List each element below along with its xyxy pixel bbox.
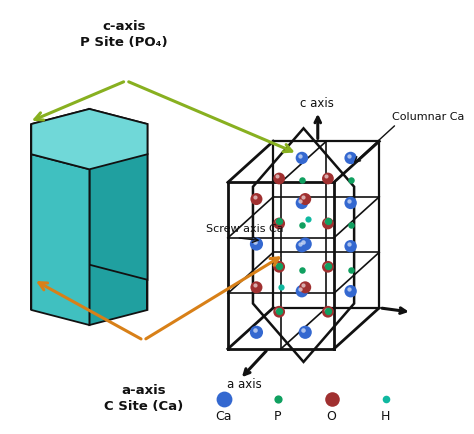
Point [253, 329, 260, 336]
Point [300, 238, 307, 245]
Text: Screw axis Ca: Screw axis Ca [206, 224, 284, 234]
Point [275, 307, 283, 314]
Point [347, 155, 355, 161]
Point [298, 176, 306, 183]
Point [273, 173, 281, 180]
Text: a-axis
C Site (Ca): a-axis C Site (Ca) [104, 384, 183, 413]
Point [324, 308, 332, 315]
Point [275, 175, 283, 182]
Point [296, 152, 304, 159]
Point [328, 395, 336, 402]
Point [275, 220, 283, 227]
Text: c-axis
P Site (PO₄): c-axis P Site (PO₄) [80, 20, 168, 49]
Point [300, 194, 307, 201]
Point [322, 261, 330, 268]
Point [347, 266, 355, 273]
Point [253, 284, 260, 291]
Text: a axis: a axis [227, 378, 262, 391]
Point [273, 306, 281, 313]
Point [324, 175, 332, 182]
Point [347, 243, 355, 250]
Point [298, 155, 306, 161]
Point [345, 240, 353, 247]
Text: P: P [274, 410, 282, 423]
Polygon shape [31, 109, 90, 280]
Point [347, 288, 355, 295]
Point [298, 266, 306, 273]
Point [253, 240, 260, 247]
Point [347, 221, 355, 228]
Point [277, 284, 284, 291]
Point [296, 240, 304, 247]
Text: H: H [381, 410, 391, 423]
Point [275, 217, 283, 224]
Point [324, 217, 332, 224]
Point [251, 327, 258, 334]
Text: O: O [327, 410, 337, 423]
Text: Columnar Ca: Columnar Ca [392, 112, 465, 122]
Text: c axis: c axis [301, 97, 334, 110]
Point [301, 240, 309, 247]
Point [253, 196, 260, 203]
Point [298, 221, 306, 228]
Point [345, 286, 353, 293]
Point [324, 307, 332, 314]
Point [304, 216, 312, 223]
Point [347, 200, 355, 207]
Point [251, 282, 258, 289]
Point [251, 238, 258, 245]
Point [300, 327, 307, 334]
Point [273, 218, 281, 225]
Text: Ca: Ca [215, 410, 232, 423]
Point [345, 152, 353, 159]
Point [301, 196, 309, 203]
Point [275, 308, 283, 315]
Point [298, 243, 306, 250]
Point [274, 395, 282, 402]
Point [382, 395, 390, 402]
Polygon shape [31, 154, 90, 325]
Point [301, 284, 309, 291]
Point [296, 197, 304, 204]
Point [275, 263, 283, 270]
Polygon shape [90, 154, 147, 325]
Point [324, 263, 332, 270]
Point [322, 218, 330, 225]
Point [345, 197, 353, 204]
Point [347, 176, 355, 183]
Point [300, 282, 307, 289]
Point [298, 200, 306, 207]
Point [273, 261, 281, 268]
Point [296, 286, 304, 293]
Polygon shape [31, 109, 147, 169]
Point [275, 262, 283, 269]
Point [322, 173, 330, 180]
Polygon shape [90, 109, 147, 280]
Point [322, 306, 330, 313]
Point [298, 288, 306, 295]
Point [251, 194, 258, 201]
Point [220, 395, 228, 402]
Point [324, 220, 332, 227]
Point [301, 329, 309, 336]
Point [324, 262, 332, 269]
